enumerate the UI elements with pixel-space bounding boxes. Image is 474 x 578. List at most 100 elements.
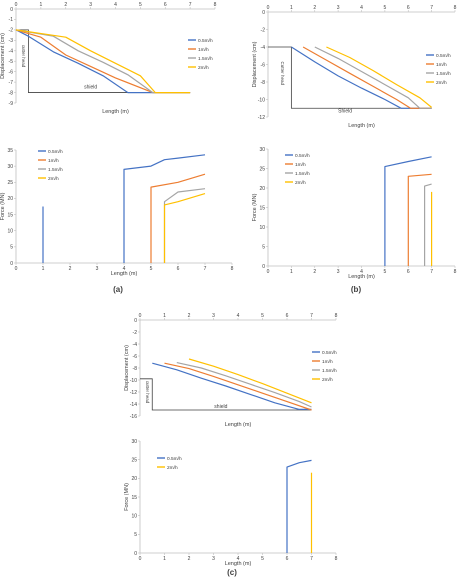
x-tick-label: 1	[163, 556, 166, 562]
y-tick-label: -2	[9, 28, 14, 34]
series-line-0-5m-h	[152, 362, 312, 410]
x-tick-label: 2	[313, 5, 316, 11]
legend-label: 2m/h	[322, 377, 333, 383]
series-line-2m-h	[188, 358, 312, 404]
y-axis-label: Force (MN)	[124, 483, 130, 511]
x-tick-label: 7	[310, 313, 313, 319]
x-tick-label: 7	[204, 266, 207, 272]
y-tick-label: 15	[7, 212, 13, 218]
series-line-1m-h	[407, 173, 432, 266]
legend-label: 0.5m/h	[167, 456, 182, 462]
y-tick-label: 5	[10, 245, 13, 251]
shield-outline	[140, 378, 312, 411]
legend-label: 1m/h	[48, 158, 59, 164]
y-tick-label: -3	[9, 38, 14, 44]
x-tick-label: 8	[335, 313, 338, 319]
legend-label: 0.5m/h	[436, 53, 451, 59]
x-tick-label: 2	[313, 269, 316, 275]
x-tick-label: 7	[310, 556, 313, 562]
x-tick-label: 6	[407, 269, 410, 275]
x-tick-label: 4	[237, 313, 240, 319]
cutter-head-label: cutter head	[21, 45, 26, 68]
y-tick-label: -4	[261, 45, 266, 51]
panel-label-c: (c)	[227, 568, 237, 577]
x-tick-label: 7	[430, 269, 433, 275]
legend: 0.5m/h 1m/h 1.5m/h 2m/h	[426, 53, 451, 86]
series-line-0-5m-h	[123, 154, 206, 263]
x-tick-label: 3	[212, 556, 215, 562]
shield-label: shield	[214, 404, 227, 410]
legend: 0.5m/h 1m/h 1.5m/h 2m/h	[188, 38, 213, 71]
legend-label: 0.5m/h	[48, 149, 63, 155]
x-tick-label: 1	[290, 269, 293, 275]
y-tick-label: 5	[134, 532, 137, 538]
x-axis-label: Length (m)	[111, 271, 138, 277]
legend-label: 0.5m/h	[322, 350, 337, 356]
series-line-1m-h	[302, 46, 432, 109]
shield-label: shield	[84, 84, 97, 90]
y-tick-label: -2	[261, 27, 266, 33]
legend: 0.5m/h 2m/h	[157, 456, 182, 471]
x-tick-label: 3	[96, 266, 99, 272]
legend-label: 1m/h	[436, 62, 447, 68]
y-tick-label: -10	[130, 378, 137, 384]
y-axis-label: Force (MN)	[0, 192, 6, 220]
legend-label: 2m/h	[295, 180, 306, 186]
legend-label: 2m/h	[48, 176, 59, 182]
x-tick-label: 5	[261, 313, 264, 319]
y-tick-label: -5	[9, 59, 14, 65]
y-tick-label: -12	[130, 390, 137, 396]
y-tick-label: -16	[130, 414, 137, 420]
x-tick-label: 6	[407, 5, 410, 11]
x-tick-label: 2	[64, 2, 67, 8]
x-tick-label: 1	[42, 266, 45, 272]
y-tick-label: 35	[7, 148, 13, 154]
x-axis-label: Length (m)	[225, 422, 252, 428]
y-tick-label: -14	[130, 402, 137, 408]
x-tick-label: 3	[337, 5, 340, 11]
x-tick-label: 7	[189, 2, 192, 8]
series-line-0-5m-h	[286, 459, 312, 553]
x-tick-label: 8	[454, 5, 457, 11]
y-tick-label: 25	[7, 180, 13, 186]
legend-label: 1m/h	[295, 162, 306, 168]
series-line-1-5m-h	[15, 29, 191, 94]
x-tick-label: 5	[150, 266, 153, 272]
y-tick-label: 30	[131, 439, 137, 445]
series-line-1-5m-h	[424, 183, 432, 266]
series-line-1-5m-h	[176, 362, 312, 408]
x-tick-label: 1	[163, 313, 166, 319]
x-tick-label: 8	[231, 266, 234, 272]
y-axis-label: Displacement (cm)	[124, 345, 130, 391]
legend-label: 1m/h	[198, 47, 209, 53]
x-tick-label: 4	[360, 269, 363, 275]
y-tick-label: -10	[258, 97, 265, 103]
chart-a-force: 0 1 2 3 4 5 6 7 8 0 5 10 15 20 25 30 35 Length (m) Force (…	[0, 148, 234, 277]
y-tick-label: 25	[259, 166, 265, 172]
y-tick-label: 30	[259, 147, 265, 153]
y-tick-label: -6	[9, 69, 14, 75]
x-tick-label: 0	[139, 556, 142, 562]
y-tick-label: 10	[131, 513, 137, 519]
chart-b-displacement: 0 1 2 3 4 5 6 7 8 0 -2 -4 -6 -8 -10 -12 Length (m) Displa…	[252, 5, 457, 129]
y-tick-label: 15	[131, 495, 137, 501]
y-tick-label: 25	[131, 457, 137, 463]
x-tick-label: 5	[261, 556, 264, 562]
legend: 0.5m/h 1m/h 1.5m/h 2m/h	[285, 153, 310, 186]
shield-label: Shield	[338, 109, 352, 115]
x-tick-label: 7	[430, 5, 433, 11]
x-tick-label: 4	[360, 5, 363, 11]
y-tick-label: -7	[9, 80, 14, 86]
shield-outline	[268, 46, 432, 109]
y-tick-label: -2	[133, 330, 138, 336]
y-tick-label: -1	[9, 17, 14, 23]
legend-label: 2m/h	[436, 80, 447, 86]
legend-label: 0.5m/h	[295, 153, 310, 159]
y-tick-label: 0	[134, 318, 137, 324]
y-tick-label: -4	[9, 49, 14, 55]
legend-label: 0.5m/h	[198, 38, 213, 44]
y-tick-label: 20	[259, 186, 265, 192]
chart-c-force: 0 1 2 3 4 5 6 7 8 0 5 10 15 20 25 30 Length (m) Force (MN…	[124, 439, 338, 567]
y-tick-label: 15	[259, 205, 265, 211]
y-tick-label: 5	[262, 244, 265, 250]
